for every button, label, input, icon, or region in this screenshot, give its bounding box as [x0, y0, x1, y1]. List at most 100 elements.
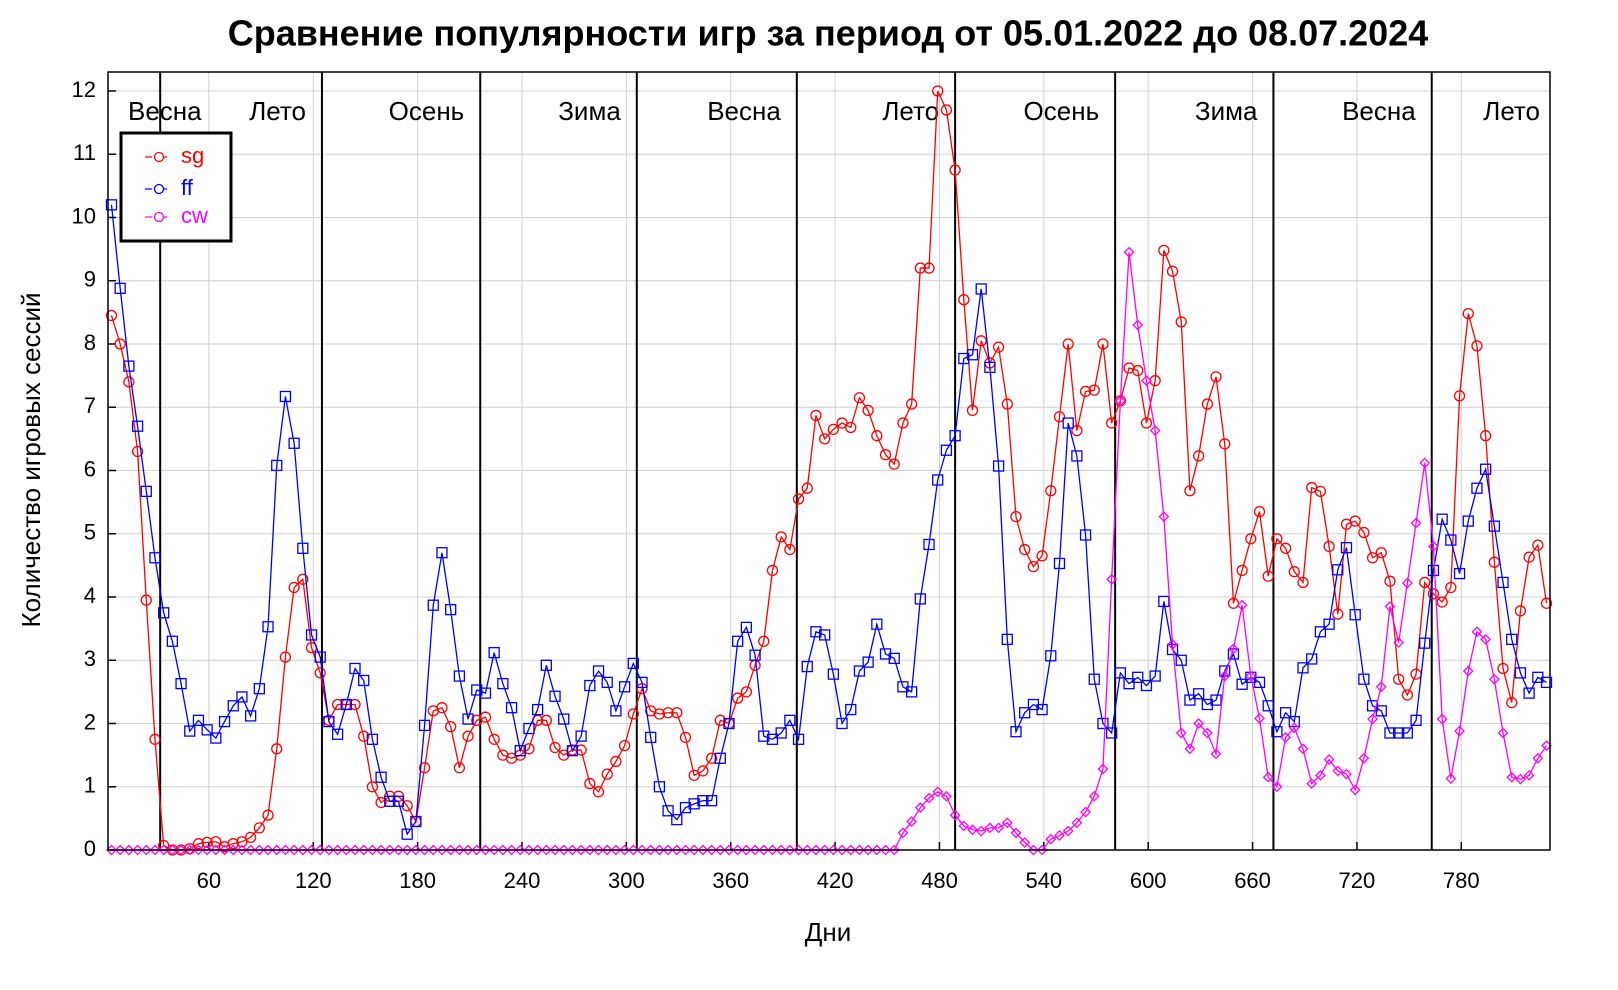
marker: [1323, 618, 1335, 630]
marker: [114, 282, 126, 294]
marker: [201, 844, 213, 856]
marker: [332, 844, 344, 856]
marker: [1323, 754, 1335, 765]
marker: [1419, 457, 1431, 469]
season-label: Весна: [1342, 96, 1416, 126]
marker: [331, 698, 344, 711]
marker: [262, 809, 274, 821]
marker: [905, 398, 918, 410]
marker: [1045, 485, 1057, 497]
marker: [1193, 718, 1205, 729]
marker: [245, 844, 257, 856]
marker: [1506, 633, 1518, 646]
y-tick-label: 10: [72, 203, 96, 228]
marker: [662, 805, 674, 817]
season-label: Весна: [707, 96, 781, 126]
marker: [236, 844, 248, 856]
marker: [401, 844, 413, 856]
marker: [236, 836, 248, 848]
marker: [349, 698, 361, 711]
marker: [784, 543, 796, 556]
marker: [1253, 676, 1266, 689]
marker: [1158, 511, 1170, 523]
marker: [749, 844, 761, 856]
series: [105, 199, 1553, 840]
marker: [767, 844, 778, 856]
marker: [253, 822, 265, 834]
marker: [923, 538, 935, 551]
marker: [1340, 542, 1353, 554]
marker: [1262, 700, 1274, 712]
marker: [366, 733, 379, 745]
marker: [366, 781, 379, 793]
marker: [279, 651, 292, 663]
marker: [279, 390, 292, 403]
marker: [949, 430, 961, 442]
marker: [384, 795, 396, 807]
marker: [1288, 566, 1300, 578]
marker: [436, 702, 448, 714]
marker: [888, 652, 900, 664]
marker: [1280, 731, 1292, 743]
marker: [1001, 398, 1013, 410]
marker: [1358, 526, 1370, 539]
marker: [671, 707, 683, 719]
x-tick-label: 300: [608, 868, 645, 893]
marker: [253, 844, 265, 856]
legend-box: [119, 131, 233, 243]
marker: [1097, 717, 1109, 730]
marker: [271, 459, 283, 472]
marker: [193, 844, 204, 856]
marker: [1332, 608, 1344, 620]
marker: [1427, 588, 1440, 600]
marker: [418, 762, 431, 774]
marker: [1271, 781, 1283, 793]
marker: [1071, 424, 1083, 437]
marker: [166, 635, 179, 647]
marker: [853, 665, 866, 677]
marker: [1062, 825, 1074, 837]
marker: [1297, 576, 1309, 589]
marker: [610, 844, 622, 856]
season-label: Зима: [558, 96, 621, 126]
marker: [714, 844, 726, 856]
marker: [1367, 713, 1378, 725]
marker: [244, 710, 257, 722]
marker: [801, 482, 813, 494]
marker: [923, 262, 935, 274]
marker: [549, 741, 561, 754]
marker: [288, 437, 300, 449]
marker: [158, 607, 170, 619]
marker: [845, 421, 857, 434]
legend-label: cw: [181, 203, 208, 228]
marker: [1427, 564, 1440, 577]
marker: [131, 445, 144, 458]
marker: [1532, 752, 1544, 764]
marker: [497, 844, 509, 856]
marker: [819, 433, 831, 445]
marker: [567, 844, 578, 856]
marker: [584, 777, 596, 790]
x-tick-label: 360: [712, 868, 749, 893]
marker: [314, 667, 326, 679]
marker: [618, 739, 631, 752]
marker: [688, 844, 700, 856]
marker: [219, 844, 230, 856]
marker: [636, 844, 648, 856]
marker: [758, 730, 770, 742]
marker: [166, 844, 178, 856]
marker: [1088, 673, 1100, 685]
marker: [1540, 597, 1553, 609]
x-tick-label: 180: [399, 868, 436, 893]
marker: [853, 392, 866, 404]
marker: [1445, 773, 1457, 784]
marker: [993, 822, 1005, 834]
marker: [488, 647, 500, 659]
marker: [479, 687, 492, 699]
marker: [705, 752, 718, 764]
marker: [462, 713, 474, 725]
marker: [679, 731, 692, 744]
marker: [549, 844, 561, 856]
marker: [314, 651, 326, 663]
marker: [1410, 517, 1422, 529]
